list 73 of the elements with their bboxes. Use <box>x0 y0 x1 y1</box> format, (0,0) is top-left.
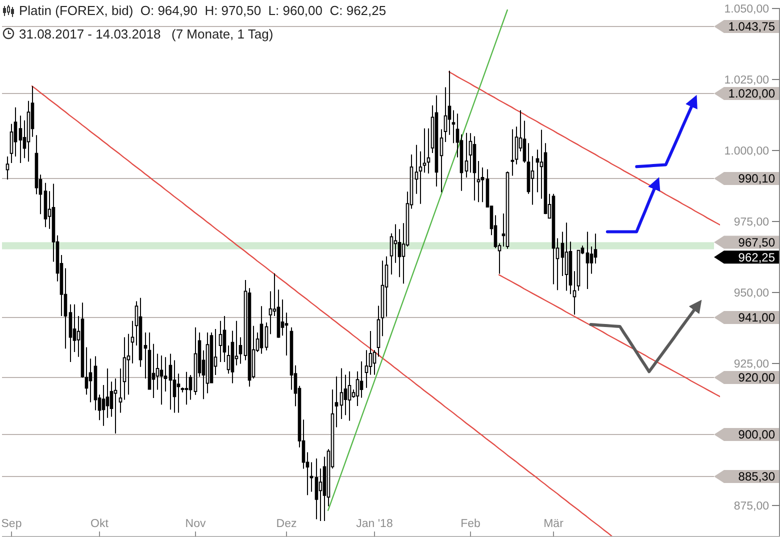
candlestick <box>160 354 164 406</box>
candlestick <box>380 260 384 337</box>
ref-line-label: 1.043,75 <box>728 20 776 34</box>
candlestick <box>340 368 344 420</box>
candlestick <box>434 94 438 188</box>
x-tick-label: Mär <box>544 518 564 530</box>
candlestick <box>122 336 126 400</box>
ref-line-label: 885,30 <box>738 470 776 484</box>
candlestick <box>348 370 352 422</box>
chart-title: Platin (FOREX, bid) O: 964,90 H: 970,50 L: 960,00 C: 962,25 <box>19 3 386 18</box>
candlestick <box>510 128 514 176</box>
candlestick <box>130 320 134 364</box>
candlestick <box>6 156 10 180</box>
band-label: 967,50 <box>738 235 776 250</box>
candlestick <box>264 322 268 351</box>
candlestick <box>18 115 22 164</box>
candlestick <box>314 458 318 520</box>
x-tick-label: Okt <box>90 518 110 530</box>
candlestick <box>564 222 568 292</box>
candlestick <box>586 231 590 290</box>
y-tick-label: 1.050,00 <box>724 4 769 16</box>
candlestick <box>334 376 338 428</box>
candlestick <box>260 306 264 354</box>
x-tick-label: Feb <box>460 518 480 530</box>
candlestick <box>310 462 314 492</box>
candlestick <box>80 302 84 378</box>
candlestick <box>476 160 480 203</box>
candlestick <box>576 249 580 292</box>
candlestick <box>218 320 222 362</box>
text: 31.08.2017 - 14.03.2018 (7 Monate, 1 Tag) <box>19 26 274 42</box>
ref-line-label: 920,00 <box>738 370 776 385</box>
y-tick-label: 1.000,00 <box>724 146 769 158</box>
candlestick <box>144 332 148 379</box>
candlestick <box>238 336 242 364</box>
candlestick <box>376 305 380 358</box>
ref-line-label: 900,00 <box>738 428 776 442</box>
y-tick-label: 925,00 <box>734 358 769 370</box>
candlestick <box>464 132 468 178</box>
candlestick <box>572 270 576 316</box>
candlestick <box>138 297 142 368</box>
candlestick <box>126 333 130 396</box>
y-tick-label: 975,00 <box>734 216 769 228</box>
candlestick <box>184 371 188 406</box>
ref-line-label: 990,10 <box>738 172 776 186</box>
x-tick-label: Jan '18 <box>356 518 393 530</box>
candlestick <box>422 128 426 174</box>
candlestick <box>68 304 72 362</box>
candlestick <box>414 144 418 194</box>
y-tick-label: 1.025,00 <box>724 74 769 86</box>
candlestick <box>222 316 226 362</box>
text: 962,25 <box>738 250 776 264</box>
candlestick <box>194 326 198 396</box>
x-tick-label: Sep <box>1 518 22 530</box>
candlestick <box>418 150 422 204</box>
x-tick-label: Nov <box>185 518 206 530</box>
y-tick-label: 875,00 <box>734 500 769 512</box>
candlestick <box>472 136 476 201</box>
candlestick <box>118 368 122 414</box>
x-tick-label: Dez <box>276 518 297 530</box>
line-series <box>498 274 720 398</box>
candlestick <box>44 182 48 228</box>
ref-line-label: 1.020,00 <box>728 86 776 101</box>
ref-line-label: 941,00 <box>738 310 776 325</box>
line-series <box>31 85 612 536</box>
y-tick-label: 950,00 <box>734 288 769 300</box>
candlestick <box>452 110 456 144</box>
candlestick <box>168 353 172 410</box>
candlestick <box>114 378 118 434</box>
line-series <box>448 71 720 226</box>
candlestick <box>440 128 444 193</box>
candlestick <box>426 128 430 174</box>
candlestick <box>506 171 510 250</box>
candlestick <box>188 374 192 400</box>
